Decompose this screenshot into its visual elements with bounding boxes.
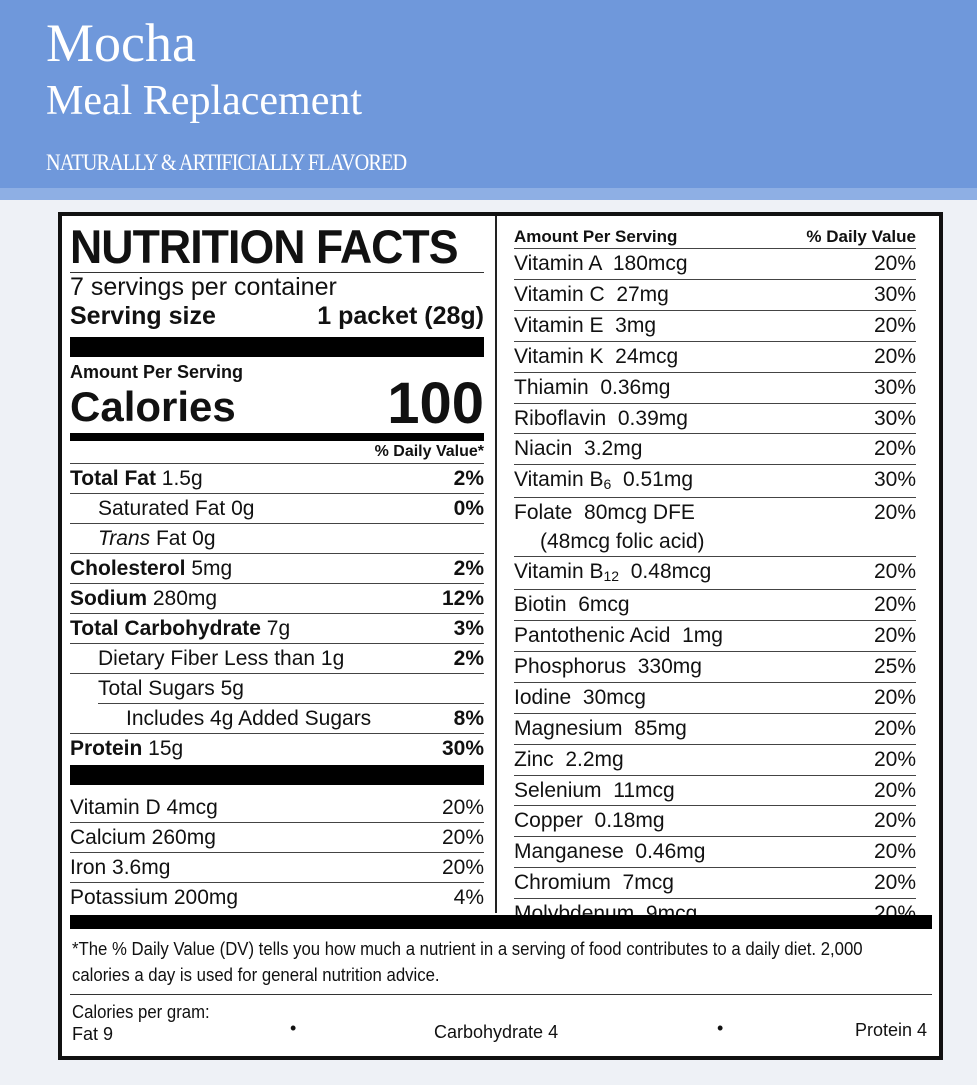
fat-per-gram: Fat 9 xyxy=(72,1024,114,1044)
vitamin-row: Vitamin A 180mcg 20% xyxy=(514,248,916,279)
product-title: Meal Replacement xyxy=(46,78,363,124)
vitamin-row: Copper 0.18mg 20% xyxy=(514,805,916,836)
serving-size-label: Serving size xyxy=(70,302,216,330)
nutrient-row-protein: Protein 15g 30% xyxy=(70,733,484,763)
folate-folic-acid: (48mcg folic acid) xyxy=(540,530,705,554)
right-column-header: Amount Per Serving % Daily Value xyxy=(514,227,916,246)
bullet-icon: • xyxy=(290,1018,297,1038)
vitamin-row: Pantothenic Acid 1mg 20% xyxy=(514,619,916,651)
vitamin-row: Vitamin C 27mg 30% xyxy=(514,278,916,310)
thick-divider xyxy=(70,765,484,785)
nutrition-facts-title: NUTRITION FACTS xyxy=(70,220,459,273)
vitamin-row-b12: Vitamin B12 0.48mcg 20% xyxy=(514,556,916,589)
servings-per-container: 7 servings per container xyxy=(70,273,337,301)
vitamins-minerals-column: Amount Per Serving % Daily Value Vitamin… xyxy=(514,226,916,929)
amount-per-serving: Amount Per Serving xyxy=(70,362,244,382)
serving-size: Serving size 1 packet (28g) xyxy=(70,301,484,331)
vitamin-row: Magnesium 85mg 20% xyxy=(514,712,916,744)
vitamin-row: Chromium 7mcg 20% xyxy=(514,867,916,898)
product-banner: Mocha Meal Replacement NATURALLY & ARTIF… xyxy=(0,0,977,196)
vitamin-row-vitamin-d: Vitamin D 4mcg 20% xyxy=(70,796,484,819)
medium-divider xyxy=(70,433,484,441)
nutrient-row-total-carbohydrate: Total Carbohydrate 7g 3% xyxy=(70,613,484,643)
calories-per-gram-label: Calories per gram: xyxy=(72,1002,210,1022)
vitamin-row: Vitamin K 24mcg 20% xyxy=(514,340,916,372)
nutrient-row-added-sugars: Includes 4g Added Sugars 8% xyxy=(98,703,484,733)
calories-label: Calories xyxy=(70,383,236,430)
vitamin-row: Riboflavin 0.39mg 30% xyxy=(514,402,916,434)
main-facts-column: NUTRITION FACTS 7 servings per container… xyxy=(70,222,484,912)
nutrient-row-cholesterol: Cholesterol 5mg 2% xyxy=(70,553,484,583)
thick-divider xyxy=(70,915,932,929)
serving-size-value: 1 packet (28g) xyxy=(317,302,484,330)
calories-value: 100 xyxy=(387,371,484,436)
vitamin-row: Iodine 30mcg 20% xyxy=(514,681,916,713)
nutrient-row-total-sugars: Total Sugars 5g xyxy=(70,673,484,703)
daily-value-header: % Daily Value* xyxy=(374,443,484,460)
vitamin-row: Zinc 2.2mg 20% xyxy=(514,743,916,775)
vitamin-row: Selenium 11mcg 20% xyxy=(514,774,916,806)
calories-row: Calories 100 xyxy=(70,371,484,436)
vitamin-row: Vitamin E 3mg 20% xyxy=(514,309,916,341)
nutrition-facts-panel: NUTRITION FACTS 7 servings per container… xyxy=(58,212,943,1060)
vitamin-row-b6: Vitamin B6 0.51mg 30% xyxy=(514,464,916,497)
vitamin-row-iron: Iron 3.6mg 20% xyxy=(70,852,484,882)
vitamin-row: Phosphorus 330mg 25% xyxy=(514,650,916,682)
vitamin-row-calcium: Calcium 260mg 20% xyxy=(70,822,484,852)
protein-per-gram: Protein 4 xyxy=(854,1020,927,1040)
nutrient-row-trans-fat: Trans Fat 0g xyxy=(70,523,484,553)
divider xyxy=(70,272,484,273)
vitamin-row: Niacin 3.2mg 20% xyxy=(514,433,916,464)
vitamin-row-potassium: Potassium 200mg 4% xyxy=(70,882,484,912)
daily-value-footnote: *The % Daily Value (DV) tells you how mu… xyxy=(72,939,863,985)
vitamin-row-folate: Folate 80mcg DFE 20% (48mcg folic acid) xyxy=(514,497,916,556)
divider xyxy=(70,994,932,995)
vitamin-row: Biotin 6mcg 20% xyxy=(514,589,916,620)
vitamin-row: Thiamin 0.36mg 30% xyxy=(514,371,916,403)
vitamin-row: Manganese 0.46mg 20% xyxy=(514,836,916,867)
banner-edge xyxy=(0,188,977,200)
nutrient-row-total-fat: Total Fat 1.5g 2% xyxy=(70,463,484,493)
nutrient-row-sodium: Sodium 280mg 12% xyxy=(70,583,484,613)
nutrient-row-dietary-fiber: Dietary Fiber Less than 1g 2% xyxy=(70,643,484,673)
carbohydrate-per-gram: Carbohydrate 4 xyxy=(434,1022,559,1042)
bullet-icon: • xyxy=(717,1018,724,1038)
flavor-title: Mocha xyxy=(46,13,196,73)
column-divider xyxy=(495,216,497,913)
flavor-note: NATURALLY & ARTIFICIALLY FLAVORED xyxy=(46,150,407,175)
thick-divider xyxy=(70,337,484,357)
nutrient-row-saturated-fat: Saturated Fat 0g 0% xyxy=(70,493,484,523)
